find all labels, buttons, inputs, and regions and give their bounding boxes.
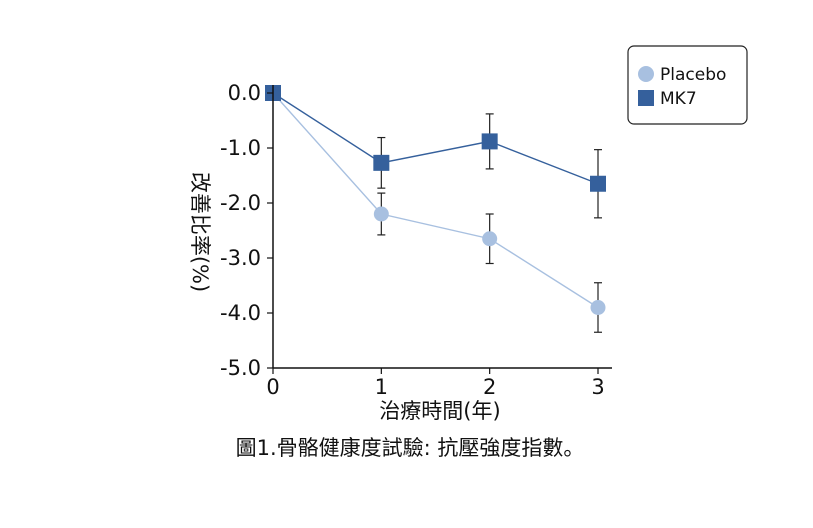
series-line-placebo xyxy=(272,92,599,309)
point-mk7 xyxy=(481,133,498,150)
figure-caption: 圖1.骨骼健康度試驗: 抗壓強度指數。 xyxy=(236,436,585,460)
series-markers xyxy=(265,85,606,315)
point-placebo xyxy=(482,231,498,247)
legend-label-mk7: MK7 xyxy=(660,89,697,109)
x-tick-label: 2 xyxy=(483,375,496,399)
y-tick-label: -3.0 xyxy=(220,246,261,270)
y-tick-label: -5.0 xyxy=(220,356,261,380)
y-axis-title: 改善比率(%) xyxy=(188,172,212,292)
legend-marker-mk7 xyxy=(638,90,654,106)
legend-box xyxy=(627,45,748,125)
legend: Placebo MK7 xyxy=(627,45,748,125)
y-tick-label: 0.0 xyxy=(228,81,261,105)
tick-labels: 0.0 -1.0 -2.0 -3.0 -4.0 -5.00 1 2 3 xyxy=(220,81,605,399)
series-lines xyxy=(272,92,599,309)
point-mk7 xyxy=(373,154,390,171)
x-tick-label: 3 xyxy=(591,375,604,399)
legend-label-placebo: Placebo xyxy=(660,65,726,85)
x-axis-title: 治療時間(年) xyxy=(379,399,500,423)
point-placebo xyxy=(373,206,389,222)
point-placebo xyxy=(590,300,606,315)
y-tick-label: -1.0 xyxy=(220,136,261,160)
y-tick-label: -2.0 xyxy=(220,191,261,215)
x-tick-label: 0 xyxy=(266,375,279,399)
series-line-mk7 xyxy=(272,92,599,185)
y-tick-label: -4.0 xyxy=(220,301,261,325)
legend-marker-placebo xyxy=(638,66,654,82)
point-mk7 xyxy=(590,175,606,192)
axes xyxy=(267,85,612,374)
x-tick-label: 1 xyxy=(375,375,388,399)
